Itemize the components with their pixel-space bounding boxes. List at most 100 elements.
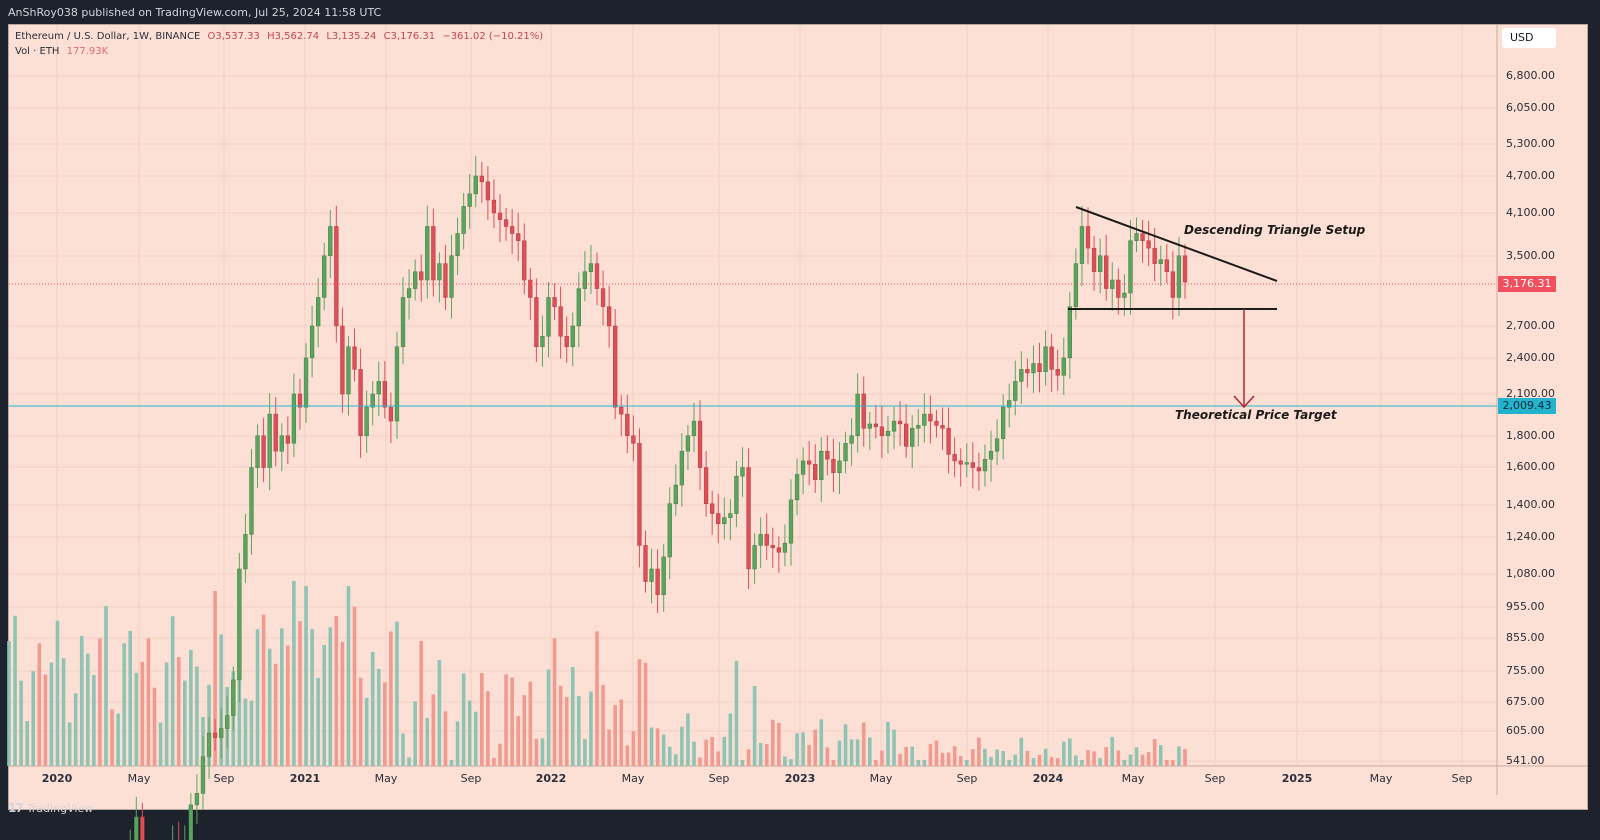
candle-body (861, 393, 866, 429)
footer: 𝟭𝟳 TradingView (8, 801, 93, 815)
volume-bar (449, 760, 454, 766)
volume-bar (661, 734, 666, 766)
candle-body (1055, 369, 1060, 376)
candle-body (1158, 259, 1163, 264)
candle-body (928, 413, 933, 422)
candle-body (340, 325, 345, 395)
volume-bar (904, 746, 908, 766)
candle-body (746, 467, 751, 570)
volume-bar (437, 660, 442, 766)
candle-body (800, 460, 806, 475)
candle-body (291, 393, 297, 444)
volume-bar (1001, 751, 1005, 766)
volume-bar (819, 719, 824, 766)
volume-bar (607, 729, 611, 766)
volume-bar (267, 648, 272, 766)
time-tick-label: 2020 (41, 772, 73, 785)
volume-bar (1098, 758, 1102, 766)
volume-bar (516, 716, 520, 766)
volume-bar (1116, 750, 1121, 766)
volume-bar (589, 691, 593, 766)
volume-bar (649, 727, 654, 766)
candle-body (255, 435, 260, 468)
candle-body (249, 467, 254, 535)
volume-bar (843, 724, 848, 766)
volume-bar (1183, 749, 1187, 766)
volume-bar (825, 747, 830, 766)
volume-bar (813, 729, 818, 766)
volume-bar (213, 591, 217, 766)
candle-body (1104, 255, 1109, 289)
candle-body (600, 288, 606, 307)
volume-bar (1055, 758, 1060, 766)
volume-bar (752, 686, 757, 766)
candle-body (388, 406, 394, 422)
candle-body (200, 756, 206, 794)
price-tick-label: 1,080.00 (1506, 567, 1555, 580)
candle-body (879, 426, 885, 436)
volume-bar (995, 749, 999, 766)
volume-value: 177.93K (66, 46, 109, 57)
candle-body (673, 484, 678, 504)
candle-body (831, 459, 836, 473)
volume-bar (304, 586, 308, 766)
volume-bar (401, 733, 405, 766)
volume-bar (1104, 747, 1108, 766)
volume-bar (570, 666, 575, 766)
candle-body (964, 462, 969, 465)
candle-body (655, 568, 660, 596)
volume-bar (892, 729, 896, 766)
volume-bar (801, 732, 805, 766)
candle-body (364, 406, 369, 436)
candle-body (461, 206, 466, 234)
candle-body (346, 346, 351, 395)
candle-body (503, 219, 509, 227)
volume-bar (952, 746, 957, 766)
volume-bar (1080, 760, 1084, 766)
candle-body (910, 428, 915, 447)
candle-body (855, 393, 860, 436)
candle-body (309, 325, 315, 359)
candle-body (497, 212, 503, 220)
price-tick-label: 1,400.00 (1506, 498, 1555, 511)
volume-bar (1140, 754, 1145, 766)
volume-bar (740, 760, 745, 766)
volume-bar (1049, 757, 1054, 766)
candle-body (552, 297, 557, 307)
volume-bar (1074, 755, 1078, 766)
volume-bar (910, 746, 915, 766)
currency-button[interactable]: USD (1502, 28, 1556, 48)
time-tick-label: Sep (213, 772, 235, 785)
candle-body (794, 474, 800, 501)
candle-body (897, 420, 903, 425)
volume-bar (728, 713, 733, 766)
volume-bar (7, 641, 11, 766)
candle-body (134, 816, 139, 840)
symbol-legend: Ethereum / U.S. Dollar, 1W, BINANCE O3,5… (15, 29, 547, 59)
candle-body (431, 226, 436, 281)
candle-body (1170, 271, 1176, 298)
candle-body (776, 547, 782, 553)
volume-bar (1092, 751, 1096, 766)
candle-body (1085, 226, 1091, 249)
volume-bar (625, 745, 630, 766)
time-tick-label: Sep (956, 772, 978, 785)
candle-body (322, 255, 327, 298)
candle-body (1128, 240, 1133, 294)
candle-body (740, 467, 745, 477)
volume-bar (989, 756, 993, 766)
target-annotation: Theoretical Price Target (1175, 408, 1337, 422)
volume-bar (243, 698, 248, 766)
volume-bar (395, 621, 399, 766)
candle-body (534, 297, 539, 348)
volume-bar (655, 728, 660, 766)
volume-bar (601, 685, 605, 766)
volume-bar (916, 760, 921, 766)
volume-bar (261, 614, 266, 766)
volume-bar (674, 754, 678, 766)
candle-body (237, 568, 242, 681)
volume-bar (25, 721, 29, 766)
time-tick-label: 2025 (1281, 772, 1313, 785)
candle-body (613, 325, 618, 408)
